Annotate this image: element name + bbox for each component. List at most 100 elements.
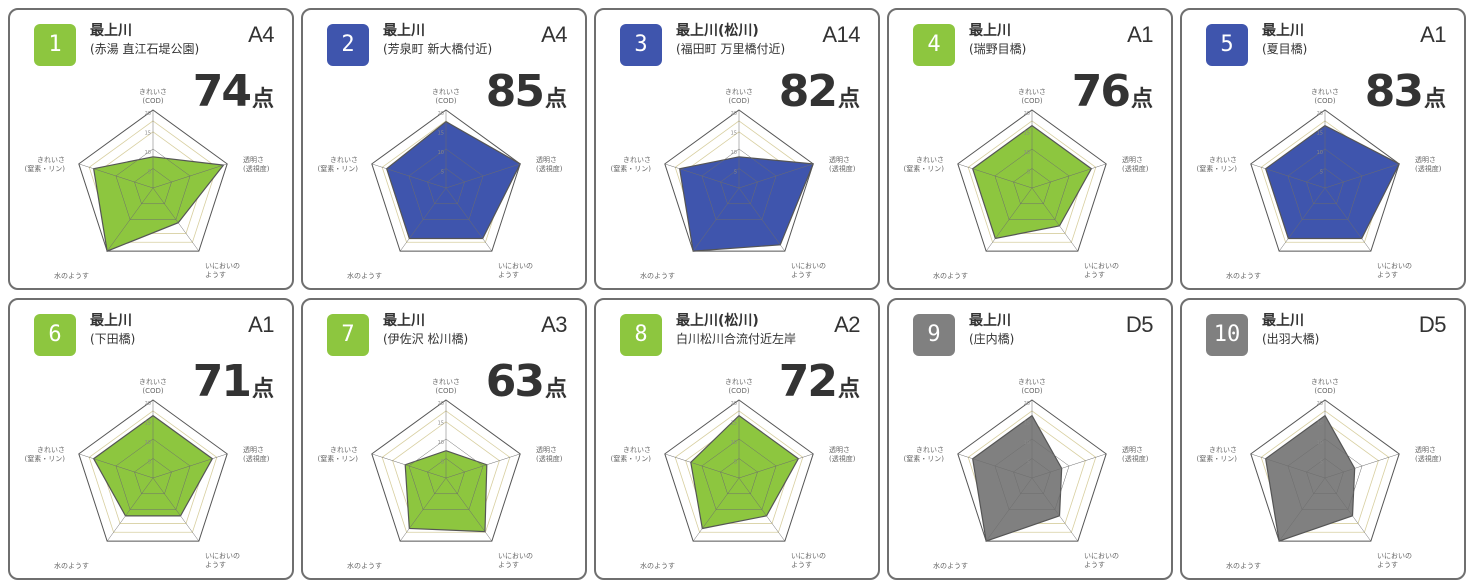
radar-web-ring	[88, 120, 218, 243]
radar-tick-label: 5	[1320, 170, 1323, 176]
radar-axis-label: きれいさ	[1311, 378, 1339, 386]
radar-axis-label: いにおいの	[791, 262, 826, 270]
radar-axis-label: 透明さ	[243, 446, 264, 454]
radar-axis-label: きれいさ	[1018, 378, 1046, 386]
radar-web-ring	[1250, 109, 1400, 252]
radar-axis-label: 水のようす	[1226, 561, 1261, 570]
radar-spoke	[78, 453, 154, 479]
radar-web-ring	[88, 410, 218, 533]
radar-inner-ring	[115, 438, 191, 510]
radar-tick-label: 20	[1024, 401, 1030, 407]
radar-spoke	[106, 187, 154, 252]
radar-web-ring	[1260, 410, 1390, 533]
radar-axis-label: 透明さ	[1415, 156, 1436, 164]
radar-spoke	[445, 477, 493, 542]
radar-web-ring	[381, 410, 511, 533]
station-card: 4 最上川 (瑞野目橋) A1 76点 20 15 10 5 きれいさ (COD) 透明さ (透視度) い…	[887, 8, 1173, 290]
radar-spoke	[738, 163, 814, 189]
radar-tick-label: 15	[438, 421, 444, 427]
radar-tick-label: 10	[731, 440, 737, 446]
radar-axis-label: ようす	[791, 271, 812, 279]
radar-axis-label: (透視度)	[1122, 454, 1149, 463]
radar-tick-label: 20	[145, 111, 151, 117]
radar-inner-ring	[720, 168, 758, 205]
radar-axis-label: (透視度)	[536, 454, 563, 463]
water-grade: D5	[1125, 312, 1154, 337]
radar-web-ring	[78, 399, 228, 542]
radar-tick-label: 20	[438, 111, 444, 117]
radar-axis-label: いにおいの	[1084, 552, 1119, 560]
score-unit: 点	[251, 87, 274, 112]
station-location: (芳泉町 新大橋付近)	[383, 42, 493, 56]
radar-spoke	[1324, 187, 1372, 252]
radar-axis-label: (COD)	[1314, 387, 1336, 395]
station-card: 2 最上川 (芳泉町 新大橋付近) A4 85点 20 15 10 5 きれいさ (COD) 透明さ(…	[301, 8, 587, 290]
radar-spoke	[957, 453, 1033, 479]
radar-tick-label: 15	[1317, 131, 1323, 137]
score-value: 85	[485, 66, 545, 117]
station-location: (夏目橋)	[1262, 42, 1308, 56]
radar-axis-label: (COD)	[1021, 387, 1043, 395]
radar-spoke	[1250, 163, 1326, 189]
radar-axis-label: きれいさ	[330, 156, 358, 164]
radar-chart: 2015105きれいさ(COD)透明さ(透視度)いにおいのようす水のようすきれい…	[25, 88, 270, 280]
radar-axis-label: きれいさ	[725, 378, 753, 386]
radar-tick-label: 15	[731, 421, 737, 427]
station-location: (庄内橋)	[969, 332, 1015, 346]
radar-data-area	[1264, 124, 1400, 240]
radar-spoke	[985, 477, 1033, 542]
score-value: 74	[192, 66, 252, 117]
radar-axis-label: いにおいの	[205, 262, 240, 270]
radar-tick-label: 20	[438, 401, 444, 407]
station-number-badge: 6	[34, 314, 76, 356]
water-grade: A4	[248, 22, 274, 47]
station-card: 8 最上川(松川) 白川松川合流付近左岸 A2 72点 20 15 10 5 きれいさ (COD) 透…	[594, 298, 880, 580]
station-number-badge: 1	[34, 24, 76, 66]
station-card: 6 最上川 (下田橋) A1 71点 20 15 10 5 きれいさ (COD) 透明さ (透視度) いに…	[8, 298, 294, 580]
radar-chart: 2015105きれいさ(COD)透明さ(透視度)いにおいのようす水のようすきれい…	[611, 88, 856, 280]
radar-axis-label: (窒素・リン)	[318, 454, 359, 463]
radar-web-ring	[371, 399, 521, 542]
radar-axis-label: きれいさ	[623, 156, 651, 164]
radar-spoke	[1031, 163, 1107, 189]
station-location: (出羽大橋)	[1262, 332, 1320, 346]
score-unit: 点	[1130, 87, 1153, 112]
river-name: 最上川(松川)	[676, 23, 759, 39]
score-unit: 点	[837, 87, 860, 112]
radar-tick-label: 5	[1027, 170, 1030, 176]
station-card: 10 最上川 (出羽大橋) D5 20 15 10 5 きれいさ (COD) 透明さ (透視度) いにお…	[1180, 298, 1466, 580]
radar-axis-label: ようす	[205, 271, 226, 279]
radar-chart: 2015105きれいさ(COD)透明さ(透視度)いにおいのようす水のようすきれい…	[318, 378, 563, 570]
station-number-badge: 7	[327, 314, 369, 356]
radar-axis-label: きれいさ	[1018, 88, 1046, 96]
radar-axis-label: きれいさ	[916, 156, 944, 164]
radar-axis-label: ようす	[205, 561, 226, 569]
radar-inner-ring	[134, 458, 172, 495]
radar-axis-label: (透視度)	[243, 164, 270, 173]
radar-tick-label: 15	[145, 421, 151, 427]
radar-tick-label: 10	[1024, 440, 1030, 446]
radar-tick-label: 20	[1317, 401, 1323, 407]
score-value: 63	[485, 356, 545, 407]
radar-spoke	[1031, 187, 1079, 252]
radar-axis-label: (透視度)	[536, 164, 563, 173]
radar-axis-label: 透明さ	[1122, 446, 1143, 454]
radar-axis-label: (透視度)	[1415, 454, 1442, 463]
radar-tick-label: 5	[1320, 460, 1323, 466]
station-location: (瑞野目橋)	[969, 42, 1027, 56]
radar-axis-label: (窒素・リン)	[318, 164, 359, 173]
station-card: 1 最上川 (赤湯 直江石堤公園) A4 74点 20 15 10 5 きれいさ (COD) 透明さ(…	[8, 8, 294, 290]
radar-axis-label: (COD)	[142, 387, 164, 395]
water-grade: A2	[834, 312, 860, 337]
radar-tick-label: 5	[734, 460, 737, 466]
score-unit: 点	[251, 377, 274, 402]
radar-axis-label: いにおいの	[1084, 262, 1119, 270]
radar-axis-label: (窒素・リン)	[25, 454, 66, 463]
radar-spoke	[78, 163, 154, 189]
radar-spoke	[445, 453, 521, 479]
score-value: 82	[778, 66, 838, 117]
radar-tick-label: 5	[441, 170, 444, 176]
radar-axis-label: (窒素・リン)	[25, 164, 66, 173]
river-name: 最上川	[1262, 313, 1304, 329]
score-unit: 点	[544, 377, 567, 402]
